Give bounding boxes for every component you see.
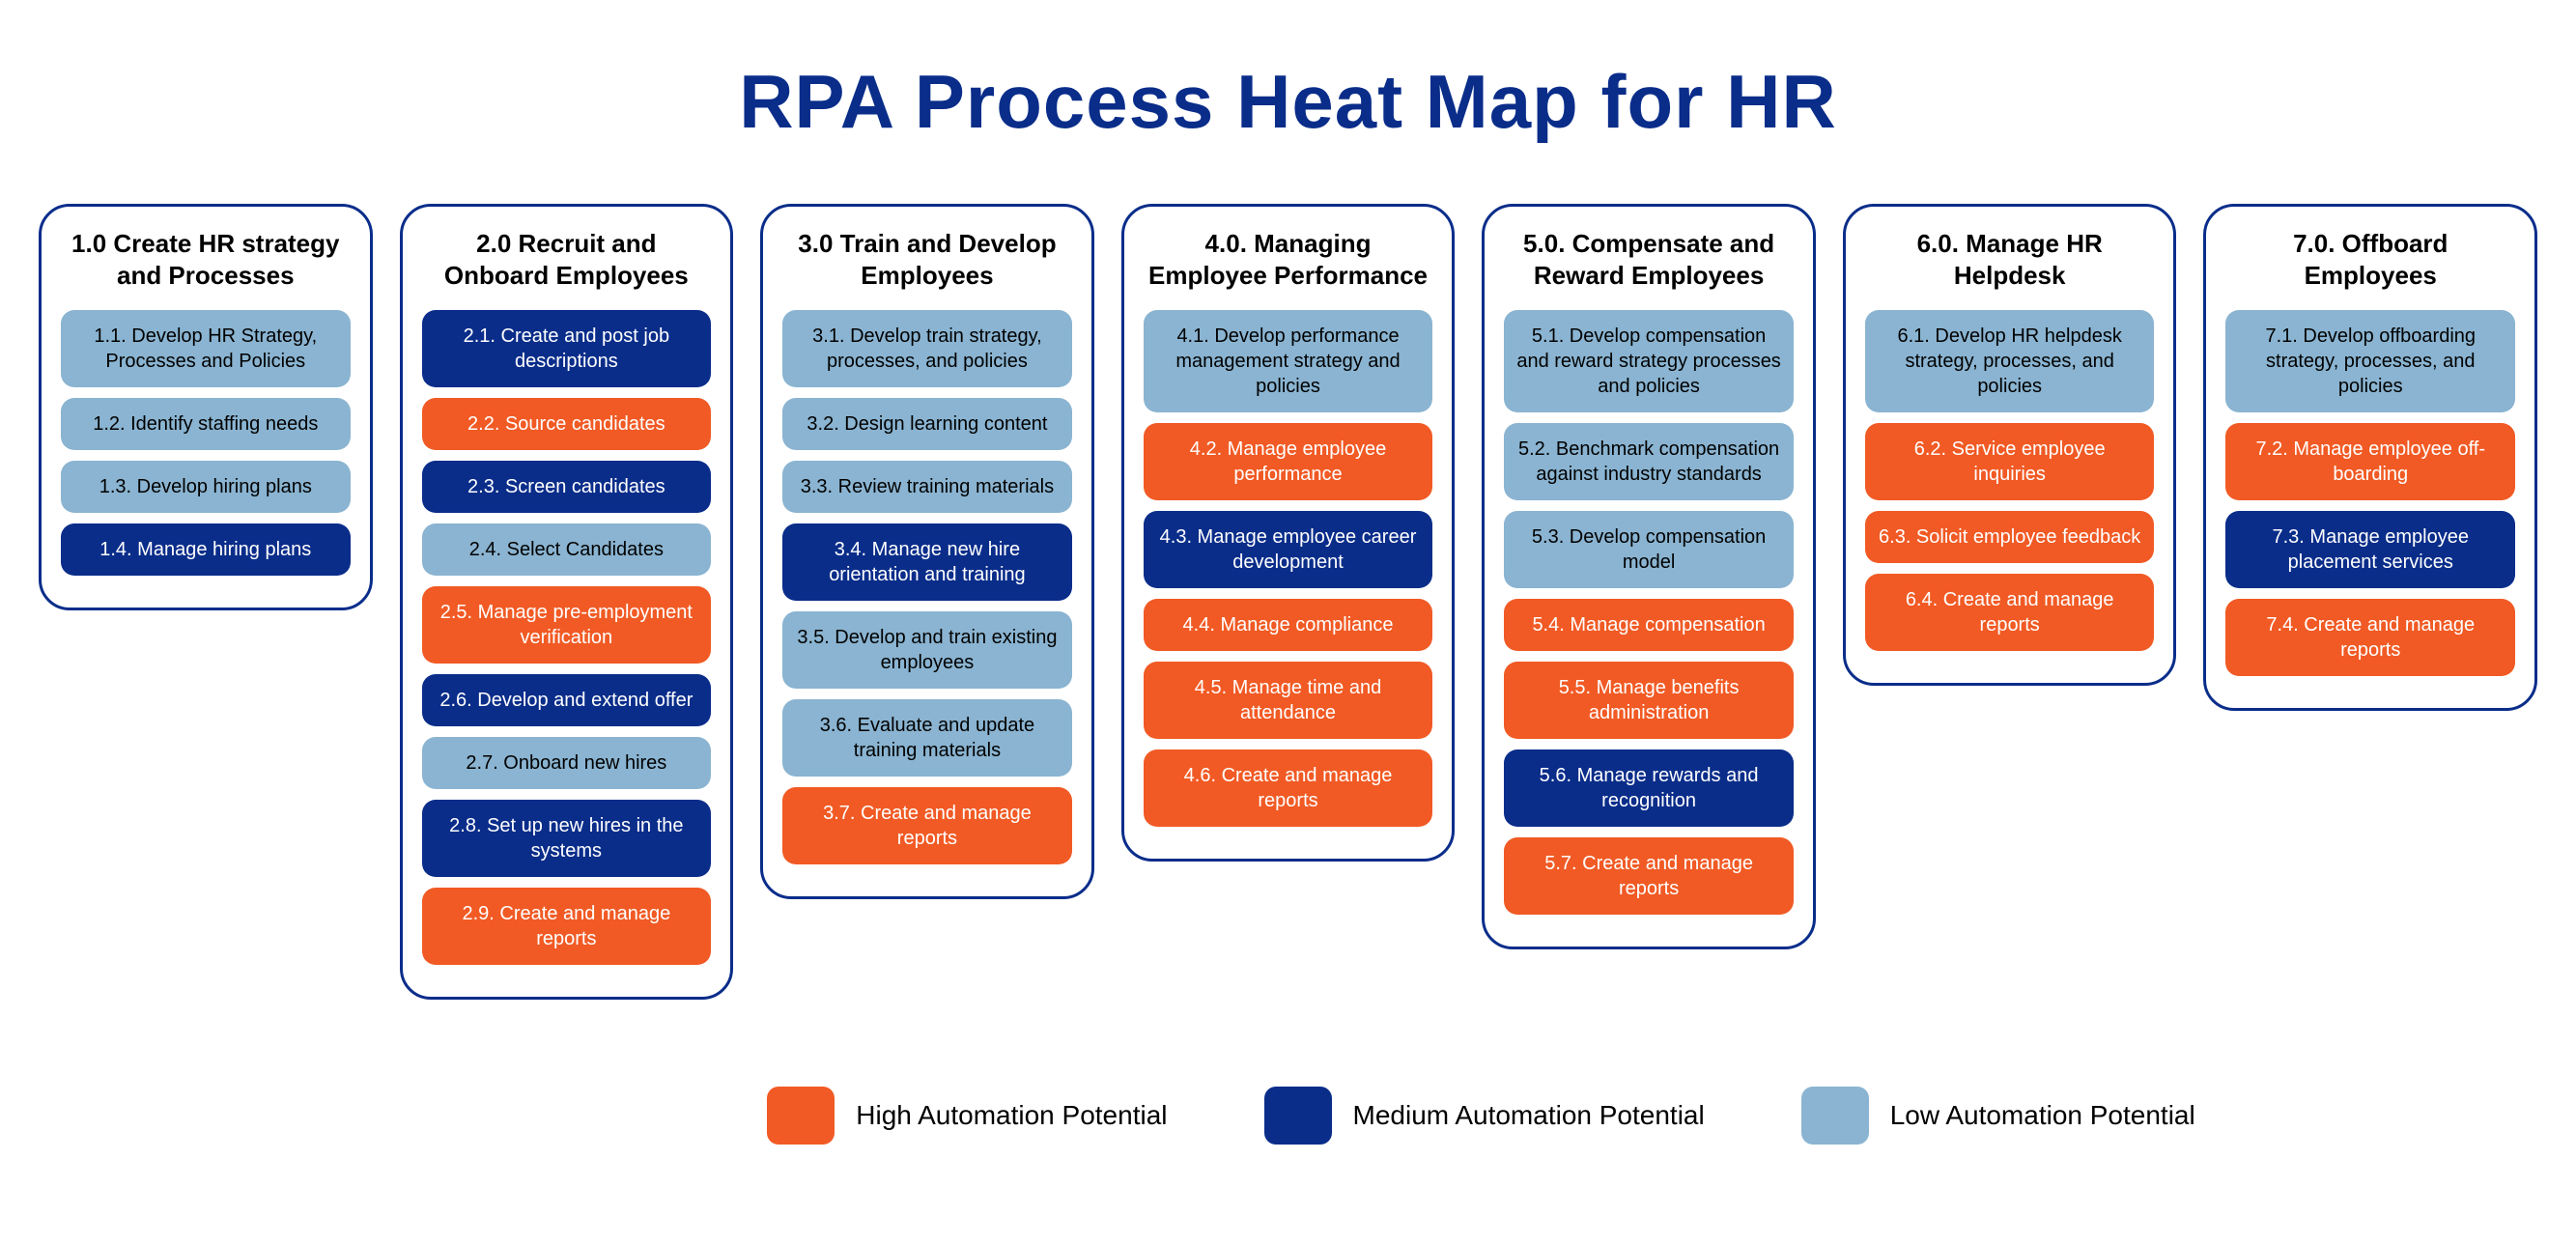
column-header: 3.0 Train and Develop Employees — [778, 224, 1076, 295]
process-item: 3.6. Evaluate and update training materi… — [782, 699, 1072, 777]
process-item: 4.5. Manage time and attendance — [1144, 662, 1433, 739]
process-item: 7.2. Manage employee off-boarding — [2225, 423, 2515, 500]
process-item: 2.2. Source candidates — [422, 398, 712, 450]
legend-label: High Automation Potential — [856, 1100, 1167, 1131]
process-item: 3.5. Develop and train existing employee… — [782, 611, 1072, 689]
process-item: 3.2. Design learning content — [782, 398, 1072, 450]
process-item: 2.6. Develop and extend offer — [422, 674, 712, 726]
column-header: 6.0. Manage HR Helpdesk — [1861, 224, 2159, 295]
page-title: RPA Process Heat Map for HR — [29, 58, 2547, 146]
legend-swatch — [767, 1087, 835, 1145]
process-item: 2.5. Manage pre-employment verification — [422, 586, 712, 664]
process-column: 7.0. Offboard Employees 7.1. Develop offb… — [2203, 204, 2537, 711]
legend-swatch — [1801, 1087, 1869, 1145]
process-item: 5.1. Develop compensation and reward str… — [1504, 310, 1794, 412]
process-item: 2.3. Screen candidates — [422, 461, 712, 513]
process-item: 1.3. Develop hiring plans — [61, 461, 351, 513]
process-item: 5.3. Develop compensation model — [1504, 511, 1794, 588]
process-item: 2.9. Create and manage reports — [422, 888, 712, 965]
process-item: 6.2. Service employee inquiries — [1865, 423, 2155, 500]
process-item: 4.2. Manage employee performance — [1144, 423, 1433, 500]
process-item: 1.2. Identify staffing needs — [61, 398, 351, 450]
process-column: 4.0. Managing Employee Performance 4.1. D… — [1121, 204, 1456, 862]
process-item: 2.7. Onboard new hires — [422, 737, 712, 789]
process-item: 6.3. Solicit employee feedback — [1865, 511, 2155, 563]
column-header: 5.0. Compensate and Reward Employees — [1500, 224, 1798, 295]
legend-label: Low Automation Potential — [1890, 1100, 2195, 1131]
process-column: 3.0 Train and Develop Employees 3.1. Deve… — [760, 204, 1094, 899]
legend-entry: Medium Automation Potential — [1264, 1087, 1705, 1145]
process-item: 7.1. Develop offboarding strategy, proce… — [2225, 310, 2515, 412]
process-column: 2.0 Recruit and Onboard Employees 2.1. Cr… — [400, 204, 734, 1000]
process-column: 6.0. Manage HR Helpdesk 6.1. Develop HR h… — [1843, 204, 2177, 686]
process-item: 7.3. Manage employee placement services — [2225, 511, 2515, 588]
heatmap-grid: 1.0 Create HR strategy and Processes 1.1.… — [29, 204, 2547, 1000]
column-header: 4.0. Managing Employee Performance — [1140, 224, 1437, 295]
process-item: 3.3. Review training materials — [782, 461, 1072, 513]
process-item: 2.1. Create and post job descriptions — [422, 310, 712, 387]
process-item: 7.4. Create and manage reports — [2225, 599, 2515, 676]
process-column: 1.0 Create HR strategy and Processes 1.1.… — [39, 204, 373, 610]
process-item: 6.4. Create and manage reports — [1865, 574, 2155, 651]
legend-label: Medium Automation Potential — [1353, 1100, 1705, 1131]
process-item: 5.7. Create and manage reports — [1504, 837, 1794, 915]
legend-entry: Low Automation Potential — [1801, 1087, 2195, 1145]
process-item: 1.4. Manage hiring plans — [61, 523, 351, 576]
legend-swatch — [1264, 1087, 1332, 1145]
process-item: 4.3. Manage employee career development — [1144, 511, 1433, 588]
process-item: 3.7. Create and manage reports — [782, 787, 1072, 864]
process-item: 4.1. Develop performance management stra… — [1144, 310, 1433, 412]
process-item: 3.1. Develop train strategy, processes, … — [782, 310, 1072, 387]
column-header: 1.0 Create HR strategy and Processes — [57, 224, 354, 295]
process-column: 5.0. Compensate and Reward Employees 5.1.… — [1482, 204, 1816, 949]
process-item: 6.1. Develop HR helpdesk strategy, proce… — [1865, 310, 2155, 412]
process-item: 4.4. Manage compliance — [1144, 599, 1433, 651]
process-item: 5.2. Benchmark compensation against indu… — [1504, 423, 1794, 500]
process-item: 4.6. Create and manage reports — [1144, 749, 1433, 827]
process-item: 1.1. Develop HR Strategy, Processes and … — [61, 310, 351, 387]
column-header: 2.0 Recruit and Onboard Employees — [418, 224, 716, 295]
process-item: 5.6. Manage rewards and recognition — [1504, 749, 1794, 827]
process-item: 5.4. Manage compensation — [1504, 599, 1794, 651]
process-item: 2.4. Select Candidates — [422, 523, 712, 576]
legend: High Automation Potential Medium Automati… — [29, 1087, 2547, 1145]
legend-entry: High Automation Potential — [767, 1087, 1167, 1145]
process-item: 5.5. Manage benefits administration — [1504, 662, 1794, 739]
process-item: 3.4. Manage new hire orientation and tra… — [782, 523, 1072, 601]
process-item: 2.8. Set up new hires in the systems — [422, 800, 712, 877]
column-header: 7.0. Offboard Employees — [2222, 224, 2519, 295]
